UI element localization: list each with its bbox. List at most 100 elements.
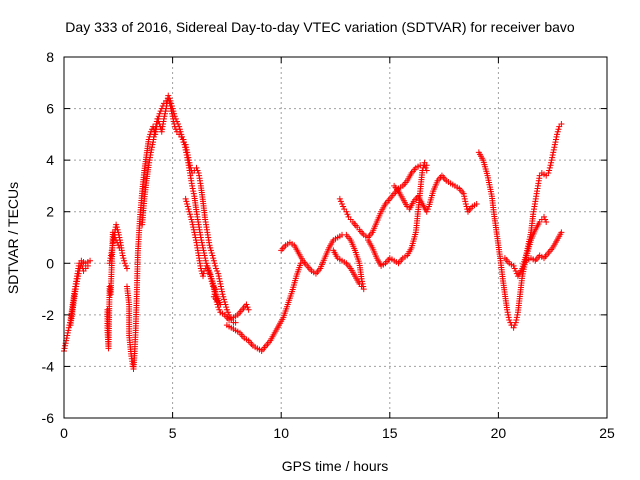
data-point-marker xyxy=(550,146,557,153)
data-point-marker xyxy=(223,304,230,311)
data-point-marker xyxy=(221,296,228,303)
y-tick-label: 4 xyxy=(46,152,54,168)
data-point-marker xyxy=(121,260,128,267)
data-point-marker xyxy=(184,203,191,210)
data-point-marker xyxy=(552,136,559,143)
data-point-marker xyxy=(187,213,194,220)
data-point-marker xyxy=(212,262,219,269)
data-point-marker xyxy=(460,190,467,197)
data-point-marker xyxy=(343,208,350,215)
data-point-marker xyxy=(336,195,343,202)
data-point-marker xyxy=(232,319,239,326)
data-point-marker xyxy=(113,224,120,231)
data-point-marker xyxy=(359,278,366,285)
data-point-marker xyxy=(473,200,480,207)
data-point-marker xyxy=(87,257,94,264)
data-point-marker xyxy=(186,159,193,166)
data-point-marker xyxy=(179,133,186,140)
data-point-marker xyxy=(199,242,206,249)
data-point-marker xyxy=(187,164,194,171)
data-point-marker xyxy=(223,306,230,313)
data-point-marker xyxy=(344,211,351,218)
data-point-marker xyxy=(182,195,189,202)
data-point-marker xyxy=(186,162,193,169)
x-tick-label: 15 xyxy=(382,425,398,441)
data-point-marker xyxy=(190,190,197,197)
data-point-marker xyxy=(216,275,223,282)
data-point-marker xyxy=(115,242,122,249)
data-point-marker xyxy=(424,206,431,213)
data-point-marker xyxy=(207,244,214,251)
data-point-marker xyxy=(543,219,550,226)
x-tick-label: 0 xyxy=(60,425,68,441)
y-tick-label: 0 xyxy=(46,255,54,271)
data-point-marker xyxy=(358,275,365,282)
data-point-marker xyxy=(171,110,178,117)
data-point-marker xyxy=(210,255,217,262)
data-point-marker xyxy=(220,293,227,300)
data-point-marker xyxy=(183,144,190,151)
data-point-marker xyxy=(147,149,154,156)
data-point-marker xyxy=(168,100,175,107)
data-point-marker xyxy=(221,298,228,305)
data-point-marker xyxy=(226,311,233,318)
data-point-marker xyxy=(510,324,517,331)
data-point-marker xyxy=(202,257,209,264)
y-tick-label: 6 xyxy=(46,101,54,117)
plot-frame xyxy=(63,56,608,419)
chart-title: Day 333 of 2016, Sidereal Day-to-day VTE… xyxy=(65,19,575,35)
data-point-marker xyxy=(200,270,207,277)
data-point-marker xyxy=(505,314,512,321)
data-point-marker xyxy=(120,255,127,262)
data-point-marker xyxy=(170,108,177,115)
data-point-marker xyxy=(191,229,198,236)
data-point-marker xyxy=(209,252,216,259)
data-point-marker xyxy=(154,115,161,122)
data-point-marker xyxy=(189,185,196,192)
data-point-marker xyxy=(74,278,81,285)
data-point-marker xyxy=(192,237,199,244)
data-point-marker xyxy=(213,286,220,293)
data-point-marker xyxy=(109,229,116,236)
data-point-marker xyxy=(227,314,234,321)
data-point-marker xyxy=(166,95,173,102)
data-point-marker xyxy=(200,244,207,251)
data-point-marker xyxy=(190,188,197,195)
y-tick-label: 2 xyxy=(46,204,54,220)
data-point-marker xyxy=(208,249,215,256)
data-point-marker xyxy=(184,149,191,156)
data-point-marker xyxy=(114,226,121,233)
data-point-marker xyxy=(152,126,159,133)
data-point-marker xyxy=(514,311,521,318)
data-point-marker xyxy=(113,221,120,228)
data-point-marker xyxy=(173,118,180,125)
data-point-marker xyxy=(554,128,561,135)
data-point-marker xyxy=(185,157,192,164)
data-point-marker xyxy=(243,301,250,308)
data-point-marker xyxy=(555,126,562,133)
data-point-marker xyxy=(116,244,123,251)
data-point-marker xyxy=(340,203,347,210)
data-point-marker xyxy=(548,159,555,166)
data-point-marker xyxy=(219,288,226,295)
data-point-marker xyxy=(513,314,520,321)
data-point-marker xyxy=(219,291,226,298)
data-point-marker xyxy=(462,200,469,207)
data-point-marker xyxy=(541,213,548,220)
data-point-marker xyxy=(65,327,72,334)
data-point-marker xyxy=(510,262,517,269)
data-point-marker xyxy=(217,280,224,287)
data-point-marker xyxy=(62,342,69,349)
data-point-marker xyxy=(551,141,558,148)
x-axis-label: GPS time / hours xyxy=(282,458,389,474)
data-point-marker xyxy=(551,144,558,151)
data-point-marker xyxy=(112,234,119,241)
data-point-marker xyxy=(358,283,365,290)
data-point-marker xyxy=(546,164,553,171)
data-point-marker xyxy=(463,203,470,210)
data-point-marker xyxy=(63,335,70,342)
data-point-marker xyxy=(191,231,198,238)
data-point-marker xyxy=(201,252,208,259)
